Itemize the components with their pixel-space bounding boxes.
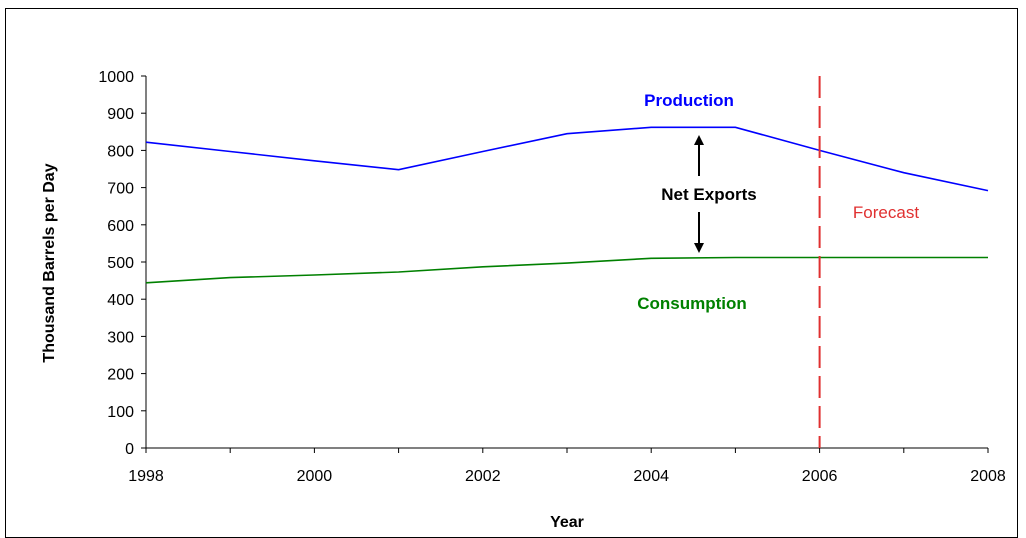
y-ticks: 0 100 200 300 400 500 600 700 800 900 1000	[98, 69, 146, 458]
production-series-line	[145, 126, 989, 192]
x-tick-label: 2006	[802, 468, 838, 485]
x-tick-label: 2002	[465, 468, 501, 485]
x-axis-title: Year	[550, 514, 584, 529]
consumption-series-line	[145, 256, 988, 284]
chart-frame	[5, 8, 1018, 538]
axes: 0 100 200 300 400 500 600 700 800 900 1000 1998 200…	[98, 69, 1005, 485]
x-tick-label: 1998	[128, 468, 164, 485]
y-tick-label: 900	[107, 106, 134, 123]
production-annotation: Production	[644, 91, 734, 110]
y-tick-label: 100	[107, 404, 134, 421]
series-layer	[145, 126, 989, 284]
y-tick-label: 600	[107, 218, 134, 235]
forecast-annotation: Forecast	[853, 203, 919, 222]
x-ticks: 1998 2000 2002 2004 2006 2008	[128, 448, 1006, 485]
y-tick-label: 400	[107, 292, 134, 309]
y-tick-label: 1000	[98, 69, 134, 86]
x-tick-label: 2008	[970, 468, 1006, 485]
net-exports-annotation: Net Exports	[661, 185, 756, 204]
y-axis-title: Thousand Barrels per Day	[41, 163, 58, 362]
y-tick-label: 0	[125, 441, 134, 458]
y-tick-label: 300	[107, 329, 134, 346]
y-tick-label: 200	[107, 367, 134, 384]
x-tick-label: 2004	[633, 468, 669, 485]
y-tick-label: 500	[107, 255, 134, 272]
y-tick-label: 700	[107, 181, 134, 198]
x-tick-label: 2000	[297, 468, 333, 485]
consumption-annotation: Consumption	[637, 294, 747, 313]
y-tick-label: 800	[107, 143, 134, 160]
